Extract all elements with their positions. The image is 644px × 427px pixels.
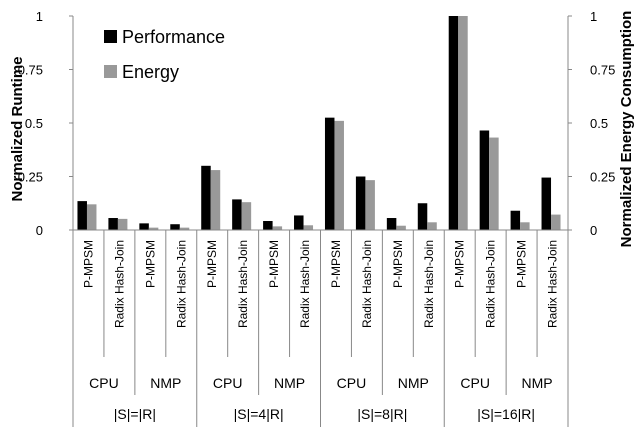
bar-layer	[77, 16, 561, 230]
bar-performance-13	[479, 130, 490, 230]
y-tick-label: 0.25	[18, 170, 43, 185]
x-category-label: P-MPSM	[143, 240, 157, 288]
bar-energy-3	[179, 227, 190, 230]
platform-label: NMP	[522, 375, 553, 391]
bar-performance-3	[170, 224, 180, 230]
x-category-label: Radix Hash-Join	[112, 240, 126, 328]
bar-energy-9	[365, 180, 375, 230]
size-group-label: |S|=4|R|	[234, 406, 284, 422]
bar-energy-8	[334, 120, 344, 230]
x-category-label: Radix Hash-Join	[484, 240, 498, 328]
x-category-label: P-MPSM	[515, 240, 529, 288]
x-category-label: P-MPSM	[205, 240, 219, 288]
category-table: P-MPSM Radix Hash-Join P-MPSM Radix Hash-Jo…	[72, 230, 569, 427]
bar-performance-5	[232, 199, 242, 230]
bar-energy-2	[148, 227, 159, 230]
y-axis-title: Normalized Runtime	[9, 56, 26, 201]
platform-label: CPU	[213, 375, 243, 391]
size-group-label: |S|=|R|	[114, 406, 156, 422]
y2-tick-label: 0	[590, 223, 597, 238]
bar-performance-9	[355, 176, 366, 230]
x-category-label: Radix Hash-Join	[360, 240, 374, 328]
y-tick-label: 0	[36, 223, 43, 238]
bar-performance-15	[541, 177, 552, 230]
platform-label: NMP	[274, 375, 305, 391]
y2-tick-label: 0.25	[590, 170, 615, 185]
bar-performance-8	[324, 117, 335, 230]
size-group-label: |S|=8|R|	[357, 406, 407, 422]
legend: Performance Energy	[104, 27, 225, 82]
platform-label: CPU	[460, 375, 490, 391]
x-category-label: P-MPSM	[267, 240, 281, 288]
x-category-label: P-MPSM	[391, 240, 405, 288]
y-tick-label: 0.75	[18, 63, 43, 78]
x-category-label: P-MPSM	[453, 240, 467, 288]
x-category-label: P-MPSM	[329, 240, 343, 288]
bar-performance-4	[201, 165, 211, 230]
y-tick-label: 0.5	[25, 116, 43, 131]
y2-axis-title: Normalized Energy Consumption	[618, 11, 635, 248]
bar-energy-0	[86, 204, 97, 230]
bar-performance-2	[139, 223, 149, 230]
bar-energy-10	[396, 225, 406, 230]
bar-energy-1	[117, 218, 128, 230]
y-tick-label: 1	[36, 9, 43, 24]
axes-layer: 0 0.25 0.5 0.75 1 0 0.25 0.5 0.75 1	[18, 9, 616, 238]
bar-energy-15	[551, 214, 561, 230]
legend-label-performance: Performance	[122, 27, 225, 47]
bar-energy-11	[427, 222, 437, 230]
platform-label: CPU	[337, 375, 367, 391]
bar-performance-0	[77, 201, 87, 230]
bar-energy-4	[210, 170, 221, 230]
bar-energy-6	[272, 226, 283, 230]
bar-performance-11	[417, 203, 428, 230]
bar-performance-1	[108, 218, 118, 230]
x-category-label: Radix Hash-Join	[236, 240, 250, 328]
x-category-label: Radix Hash-Join	[174, 240, 188, 328]
bar-energy-5	[241, 202, 252, 230]
x-category-label: Radix Hash-Join	[298, 240, 312, 328]
y2-tick-label: 1	[590, 9, 597, 24]
bar-performance-7	[294, 215, 304, 230]
bar-energy-14	[520, 222, 530, 230]
platform-label: NMP	[150, 375, 181, 391]
x-category-label: P-MPSM	[81, 240, 95, 288]
y2-tick-label: 0.5	[590, 116, 608, 131]
bar-performance-14	[510, 210, 521, 230]
size-group-label: |S|=16|R|	[477, 406, 535, 422]
bar-performance-10	[386, 218, 397, 230]
bar-performance-6	[263, 221, 273, 230]
bar-energy-13	[489, 137, 499, 230]
platform-label: NMP	[398, 375, 429, 391]
platform-label: CPU	[89, 375, 119, 391]
y2-tick-label: 0.75	[590, 63, 615, 78]
legend-label-energy: Energy	[122, 62, 179, 82]
bar-energy-12	[458, 16, 468, 230]
x-category-label: Radix Hash-Join	[546, 240, 560, 328]
bar-energy-7	[303, 225, 314, 230]
legend-swatch-performance	[104, 30, 117, 43]
legend-swatch-energy	[104, 65, 117, 78]
bar-performance-12	[448, 16, 459, 230]
x-category-label: Radix Hash-Join	[422, 240, 436, 328]
